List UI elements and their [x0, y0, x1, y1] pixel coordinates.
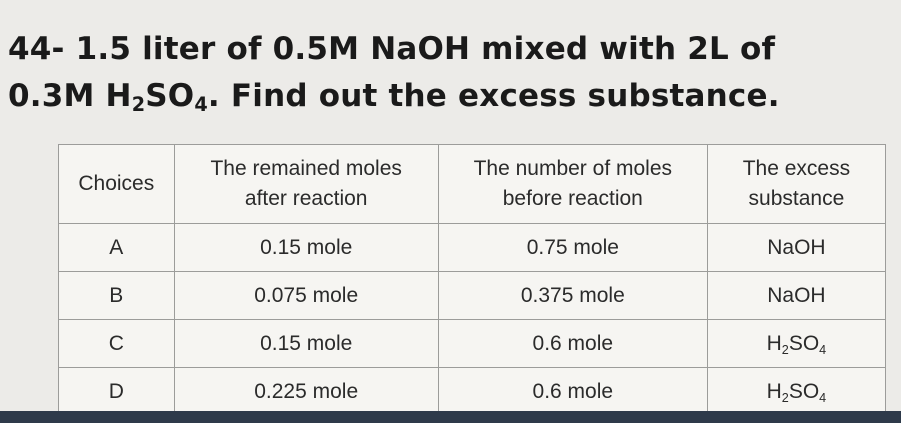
- remained-cell: 0.15 mole: [173, 223, 439, 272]
- header-moles-before: The number of moles before reaction: [437, 144, 708, 224]
- excess-h: H: [766, 379, 782, 403]
- header-remained-moles: The remained moles after reaction: [173, 144, 439, 224]
- before-cell: 0.75 mole: [437, 223, 708, 272]
- choice-cell: B: [58, 271, 175, 320]
- choice-cell: C: [58, 319, 175, 368]
- choice-cell: A: [58, 223, 175, 272]
- header-excess-substance: The excess substance: [706, 144, 887, 224]
- excess-cell: H2SO4: [706, 319, 887, 368]
- header-excess-line-1: The excess: [742, 157, 851, 180]
- table-header-row: Choices The remained moles after reactio…: [58, 144, 887, 224]
- excess-subscript-2: 2: [781, 342, 789, 357]
- choices-table: Choices The remained moles after reactio…: [58, 144, 887, 416]
- excess-so: SO: [788, 379, 820, 403]
- table-row: D 0.225 mole 0.6 mole H2SO4: [58, 367, 887, 416]
- table-row: C 0.15 mole 0.6 mole H2SO4: [58, 319, 887, 368]
- bottom-edge-band: [0, 411, 901, 423]
- excess-cell: NaOH: [706, 223, 887, 272]
- remained-cell: 0.075 mole: [173, 271, 439, 320]
- question-subscript-4: 4: [194, 92, 208, 116]
- excess-h: H: [766, 331, 782, 355]
- before-cell: 0.6 mole: [437, 319, 708, 368]
- header-excess-line-2: substance: [748, 187, 845, 210]
- question-line-2-mid: SO: [145, 78, 195, 114]
- question-line-2-prefix: 0.3M H: [8, 78, 132, 114]
- remained-cell: 0.225 mole: [173, 367, 439, 416]
- header-remained-line-1: The remained moles: [210, 157, 402, 180]
- excess-so: SO: [788, 331, 820, 355]
- excess-cell: NaOH: [706, 271, 887, 320]
- before-cell: 0.6 mole: [437, 367, 708, 416]
- header-remained-line-2: after reaction: [244, 187, 368, 210]
- choice-cell: D: [58, 367, 175, 416]
- header-before-line-1: The number of moles: [473, 157, 673, 180]
- excess-cell: H2SO4: [706, 367, 887, 416]
- question-text: 44- 1.5 liter of 0.5M NaOH mixed with 2L…: [8, 26, 893, 120]
- question-line-1: 44- 1.5 liter of 0.5M NaOH mixed with 2L…: [8, 31, 776, 67]
- before-cell: 0.375 mole: [437, 271, 708, 320]
- question-line-2: 0.3M H2SO4. Find out the excess substanc…: [8, 73, 893, 120]
- excess-subscript-4: 4: [819, 390, 827, 405]
- header-before-line-2: before reaction: [502, 187, 643, 210]
- table-row: B 0.075 mole 0.375 mole NaOH: [58, 271, 887, 320]
- table-row: A 0.15 mole 0.75 mole NaOH: [58, 223, 887, 272]
- question-line-2-suffix: . Find out the excess substance.: [207, 78, 780, 114]
- excess-subscript-2: 2: [781, 390, 789, 405]
- remained-cell: 0.15 mole: [173, 319, 439, 368]
- header-choices: Choices: [58, 144, 175, 224]
- question-subscript-2: 2: [131, 92, 146, 116]
- excess-subscript-4: 4: [819, 342, 827, 357]
